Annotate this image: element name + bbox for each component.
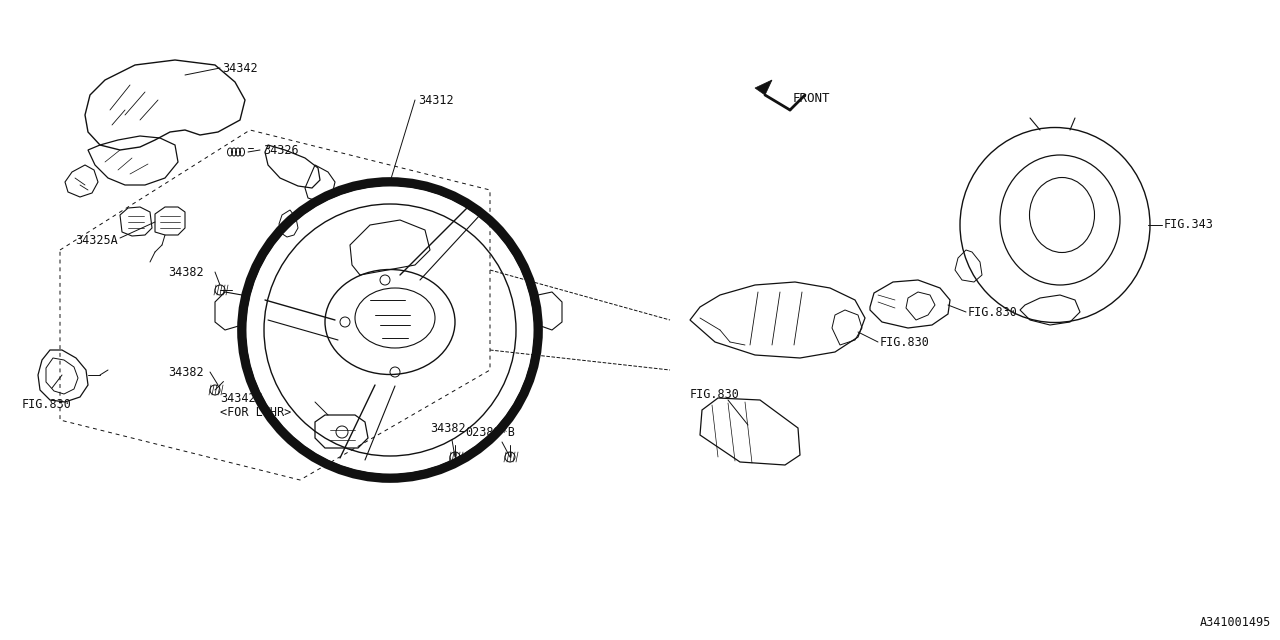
Text: 0238S*B: 0238S*B xyxy=(465,426,515,438)
Text: A341001495: A341001495 xyxy=(1201,616,1271,628)
Text: FIG.343: FIG.343 xyxy=(1164,218,1213,232)
Text: FRONT: FRONT xyxy=(794,92,831,104)
Text: <FOR LTHR>: <FOR LTHR> xyxy=(220,406,292,419)
Text: 34325A: 34325A xyxy=(76,234,118,246)
Text: 34326: 34326 xyxy=(262,143,298,157)
Text: FIG.830: FIG.830 xyxy=(690,388,740,401)
Text: 34342: 34342 xyxy=(221,61,257,74)
Text: 34382: 34382 xyxy=(168,365,204,378)
Text: 34342G: 34342G xyxy=(220,392,262,404)
Text: 34312: 34312 xyxy=(419,93,453,106)
Text: 34382: 34382 xyxy=(430,422,466,435)
Text: FIG.830: FIG.830 xyxy=(968,305,1018,319)
Text: FIG.830: FIG.830 xyxy=(881,335,929,349)
Polygon shape xyxy=(755,80,772,95)
Text: FIG.830: FIG.830 xyxy=(22,399,72,412)
Text: 34382: 34382 xyxy=(168,266,204,278)
